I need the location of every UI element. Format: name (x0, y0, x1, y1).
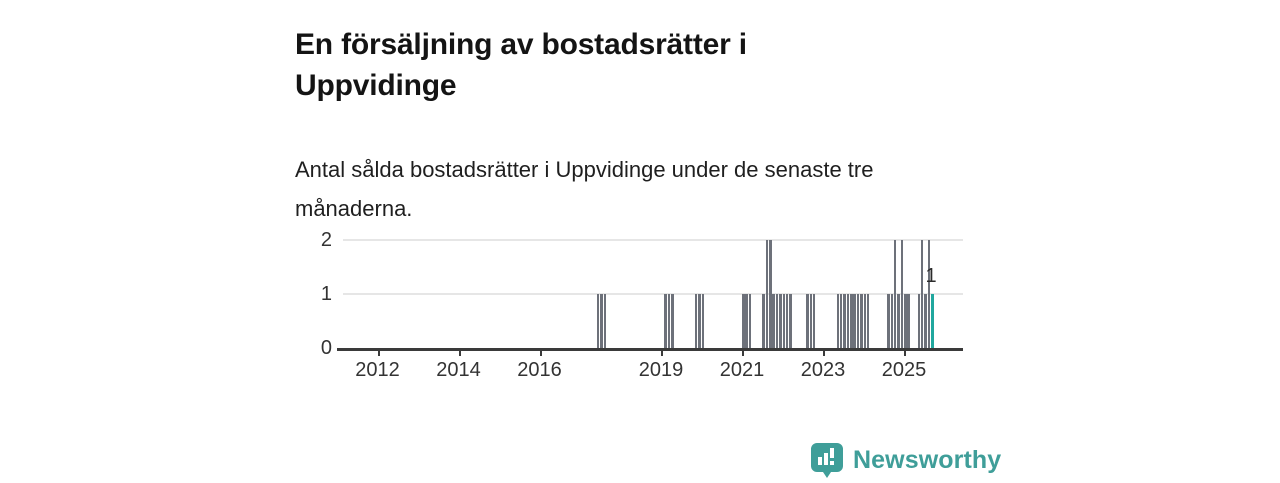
y-tick-label-2: 2 (320, 229, 332, 251)
bar-2019-03 (667, 294, 671, 348)
bar-2024-10 (893, 240, 897, 348)
x-tick-2023 (823, 350, 825, 356)
bar-2022-08 (806, 294, 809, 348)
x-tick-label-2012: 2012 (355, 359, 400, 381)
y-gridline-1 (343, 293, 963, 295)
bar-2019-04 (671, 294, 674, 348)
bar-2025-07 (924, 294, 927, 348)
bar-2025-02 (907, 294, 910, 348)
bar-2021-07 (762, 294, 765, 348)
x-tick-label-2019: 2019 (638, 359, 684, 381)
bar-2023-05 (836, 294, 840, 348)
bar-2022-03 (789, 294, 792, 348)
bar-chart-plot-area: 2012 2014 2016 2019 2021 2023 2025 1 (337, 239, 963, 381)
bar-2021-03 (748, 294, 752, 348)
x-tick-label-2021: 2021 (719, 359, 765, 381)
latest-value-label: 1 (925, 265, 937, 287)
newsworthy-logo-text: Newsworthy (853, 445, 1002, 474)
y-tick-label-0: 0 (320, 337, 332, 359)
bar-2021-02 (745, 294, 748, 348)
bar-2020-01 (701, 294, 705, 348)
bar-2024-02 (866, 294, 870, 348)
y-gridline-2 (343, 239, 963, 241)
bar-2025-06 (920, 240, 924, 348)
bar-2023-07 (843, 294, 846, 348)
bar-2024-12 (900, 240, 904, 348)
bar-2023-08 (846, 294, 850, 348)
bar-2025-05 (917, 294, 921, 348)
bar-2022-02 (785, 294, 789, 348)
newsworthy-bubble-barchart-icon (810, 442, 844, 478)
bar-2022-09 (809, 294, 813, 348)
x-tick-2012 (377, 350, 380, 356)
bar-2025-01 (904, 294, 907, 348)
bar-2021-09 (769, 240, 772, 348)
bar-2017-07 (600, 294, 603, 348)
bar-2024-11 (897, 294, 900, 348)
y-tick-label-1: 1 (320, 283, 332, 305)
x-tick-2014 (458, 350, 461, 356)
x-tick-label-2014: 2014 (436, 359, 481, 381)
bar-2021-10 (772, 294, 775, 348)
bar-2023-10 (853, 294, 856, 348)
x-tick-label-2025: 2025 (881, 359, 927, 381)
bar-2023-06 (839, 294, 843, 348)
x-tick-label-2023: 2023 (800, 359, 846, 381)
bar-2021-12 (779, 294, 782, 348)
bar-2023-09 (850, 294, 853, 348)
bar-2023-12 (860, 294, 863, 348)
bar-2021-08 (765, 240, 769, 348)
bar-2017-06 (596, 294, 600, 348)
bar-2024-01 (863, 294, 867, 348)
bar-2021-01 (742, 294, 745, 348)
bar-2025-08 (927, 240, 931, 348)
bar-2023-11 (856, 294, 860, 348)
bar-2019-02 (664, 294, 667, 348)
bar-2019-11 (694, 294, 698, 348)
bar-2021-11 (775, 294, 779, 348)
bar-2022-10 (812, 294, 816, 348)
bar-2024-09 (890, 294, 894, 348)
chart-subtitle: Antal sålda bostadsrätter i Uppvidinge u… (295, 157, 874, 221)
x-tick-2019 (661, 350, 663, 356)
page-title: En försäljning av bostadsrätter i Uppvid… (295, 28, 747, 103)
x-tick-2016 (539, 350, 542, 356)
bar-2019-12 (698, 294, 701, 348)
newsworthy-logo: Newsworthy (810, 442, 1001, 478)
x-tick-label-2016: 2016 (517, 359, 562, 381)
x-tick-2025 (904, 350, 906, 356)
bar-2022-01 (782, 294, 786, 348)
bar-2024-08 (887, 294, 890, 348)
highlighted-bar-2025-09 (931, 294, 934, 348)
bar-2017-08 (603, 294, 607, 348)
x-tick-2021 (742, 350, 744, 356)
